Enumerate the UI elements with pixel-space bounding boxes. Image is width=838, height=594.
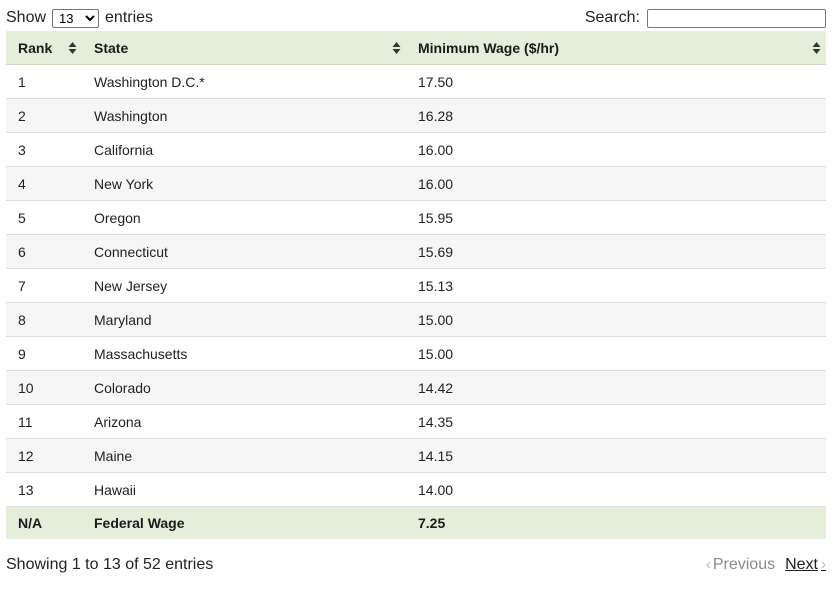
wage-cell: 17.50	[406, 64, 826, 99]
page-length-control: Show 10132550100 entries	[6, 8, 153, 28]
rank-cell: 7	[6, 268, 82, 303]
table-row: 1 Washington D.C.* 17.50	[6, 64, 826, 99]
table-row: 2 Washington 16.28	[6, 98, 826, 133]
pagination: ‹ Previous Next ›	[706, 555, 826, 575]
table-row: 10 Colorado 14.42	[6, 370, 826, 405]
rank-cell: 5	[6, 200, 82, 235]
wage-cell: 14.42	[406, 370, 826, 405]
previous-button[interactable]: ‹ Previous	[706, 555, 775, 575]
next-label: Next	[785, 556, 818, 573]
table-body: 1 Washington D.C.* 17.50 2 Washington 16.28 3 C…	[6, 64, 826, 507]
table-row: 12 Maine 14.15	[6, 438, 826, 473]
state-cell: New Jersey	[82, 268, 406, 303]
wage-cell: 15.00	[406, 336, 826, 371]
next-button[interactable]: Next ›	[785, 555, 826, 575]
footer-rank-cell: N/A	[6, 506, 82, 539]
wage-cell: 14.35	[406, 404, 826, 439]
rank-cell: 9	[6, 336, 82, 371]
state-cell: New York	[82, 166, 406, 201]
state-cell: California	[82, 132, 406, 167]
show-label: Show	[6, 9, 47, 26]
table-row: 4 New York 16.00	[6, 166, 826, 201]
wage-table: Rank State Minimum Wage ($/hr) 1 Washingt…	[6, 31, 826, 539]
chevron-left-icon: ‹	[705, 556, 711, 573]
table-header-row: Rank State Minimum Wage ($/hr)	[6, 31, 826, 65]
wage-cell: 15.69	[406, 234, 826, 269]
table-controls: Show 10132550100 entries Search:	[6, 6, 826, 30]
table-footer-row: N/A Federal Wage 7.25	[6, 506, 826, 539]
state-cell: Maryland	[82, 302, 406, 337]
table-row: 13 Hawaii 14.00	[6, 472, 826, 507]
rank-cell: 13	[6, 472, 82, 507]
table-row: 3 California 16.00	[6, 132, 826, 167]
rank-cell: 4	[6, 166, 82, 201]
footer-wage-cell: 7.25	[406, 506, 826, 539]
wage-cell: 15.00	[406, 302, 826, 337]
sort-icon	[68, 42, 77, 54]
wage-cell: 14.00	[406, 472, 826, 507]
column-header-minimum-wage[interactable]: Minimum Wage ($/hr)	[406, 31, 826, 65]
search-label: Search:	[584, 9, 640, 26]
page-length-select[interactable]: 10132550100	[52, 8, 100, 28]
table-row: 8 Maryland 15.00	[6, 302, 826, 337]
wage-cell: 16.28	[406, 98, 826, 133]
rank-cell: 6	[6, 234, 82, 269]
state-cell: Massachusetts	[82, 336, 406, 371]
rank-cell: 1	[6, 64, 82, 99]
table-row: 11 Arizona 14.35	[6, 404, 826, 439]
search-input[interactable]	[647, 8, 826, 28]
state-cell: Washington	[82, 98, 406, 133]
entries-label: entries	[105, 9, 154, 26]
rank-cell: 8	[6, 302, 82, 337]
rank-cell: 10	[6, 370, 82, 405]
rank-cell: 12	[6, 438, 82, 473]
rank-cell: 2	[6, 98, 82, 133]
column-header-rank[interactable]: Rank	[6, 31, 82, 65]
state-cell: Washington D.C.*	[82, 64, 406, 99]
table-row: 9 Massachusetts 15.00	[6, 336, 826, 371]
rank-cell: 11	[6, 404, 82, 439]
previous-label: Previous	[712, 556, 776, 573]
column-header-state[interactable]: State	[82, 31, 406, 65]
wage-cell: 15.95	[406, 200, 826, 235]
wage-cell: 15.13	[406, 268, 826, 303]
search-control: Search:	[585, 8, 826, 28]
rank-cell: 3	[6, 132, 82, 167]
footer-state-cell: Federal Wage	[82, 506, 406, 539]
table-row: 7 New Jersey 15.13	[6, 268, 826, 303]
sort-icon	[812, 42, 821, 54]
state-cell: Colorado	[82, 370, 406, 405]
table-info: Showing 1 to 13 of 52 entries	[6, 556, 214, 573]
sort-icon	[392, 42, 401, 54]
table-row: 5 Oregon 15.95	[6, 200, 826, 235]
wage-cell: 16.00	[406, 132, 826, 167]
state-cell: Hawaii	[82, 472, 406, 507]
state-cell: Oregon	[82, 200, 406, 235]
wage-cell: 16.00	[406, 166, 826, 201]
table-row: 6 Connecticut 15.69	[6, 234, 826, 269]
wage-cell: 14.15	[406, 438, 826, 473]
state-cell: Maine	[82, 438, 406, 473]
state-cell: Arizona	[82, 404, 406, 439]
state-cell: Connecticut	[82, 234, 406, 269]
chevron-right-icon: ›	[821, 556, 826, 573]
